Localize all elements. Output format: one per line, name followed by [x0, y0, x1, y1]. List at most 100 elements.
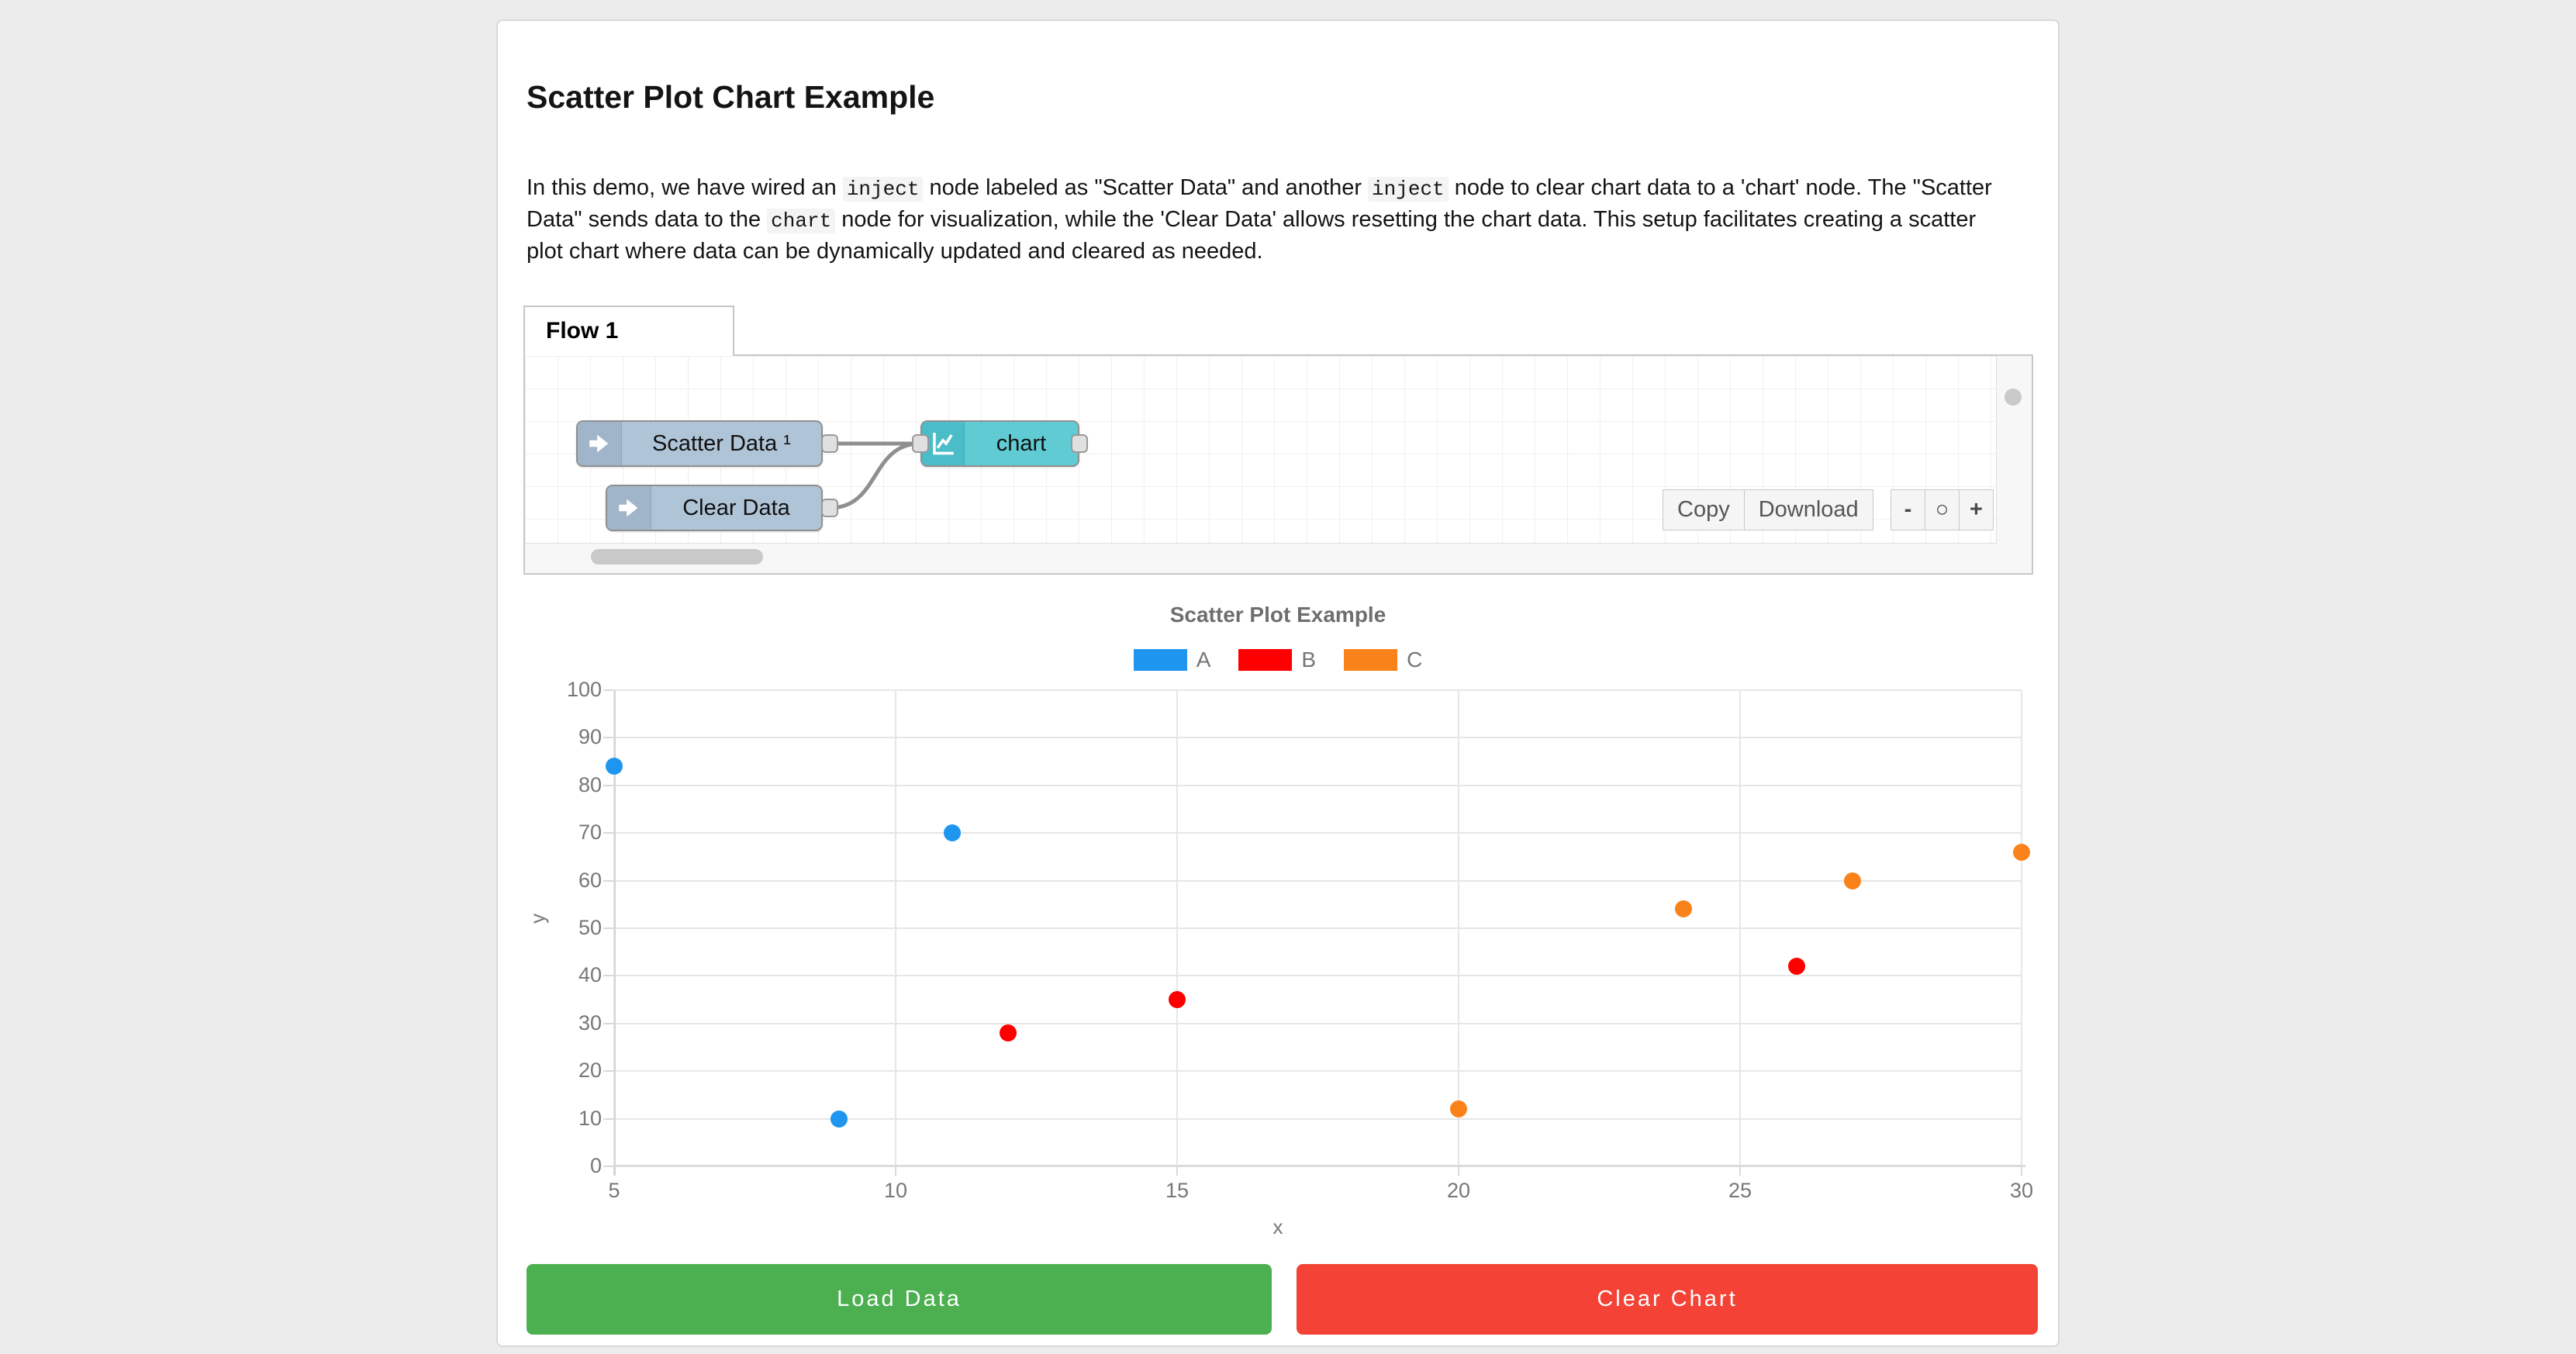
content-card: Scatter Plot Chart Example In this demo,…: [496, 19, 2060, 1347]
gridline: [614, 737, 2022, 739]
legend-label: C: [1407, 648, 1423, 672]
zoom-out-button[interactable]: -: [1891, 489, 1925, 530]
gridline: [614, 879, 2022, 882]
y-tick-label: 80: [578, 772, 602, 796]
chart-title: Scatter Plot Example: [1169, 603, 1386, 627]
intro-paragraph: In this demo, we have wired an inject no…: [527, 173, 2017, 267]
y-tick-label: 100: [566, 678, 602, 701]
input-port-chart[interactable]: [912, 434, 929, 453]
gridline: [614, 927, 2022, 929]
gridline: [1739, 690, 1741, 1166]
node-chart[interactable]: chart: [920, 420, 1079, 467]
flow-wires: [827, 441, 923, 510]
y-tick-label: 90: [578, 725, 602, 749]
data-point-C: [1675, 900, 1693, 918]
y-tick: [603, 784, 614, 786]
node-clear-data[interactable]: Clear Data: [606, 485, 823, 531]
y-tick: [603, 832, 614, 834]
intro-text: In this demo, we have wired an: [527, 175, 843, 200]
node-scatter-data[interactable]: Scatter Data ¹: [576, 420, 823, 467]
data-point-C: [1450, 1100, 1467, 1118]
flow-toolbar: Copy Download: [1663, 489, 1873, 530]
download-button[interactable]: Download: [1743, 489, 1873, 530]
x-tick-label: 25: [1728, 1179, 1752, 1202]
plot-area: 0 10 20 30 40 50 60 70 80 90 100 5 10 15 20 25 30: [567, 678, 2033, 1202]
y-tick-label: 50: [578, 916, 602, 939]
intro-text: node labeled as "Scatter Data" and anoth…: [923, 175, 1369, 200]
y-tick-label: 40: [578, 963, 602, 987]
gridline: [614, 832, 2022, 834]
y-tick: [603, 879, 614, 882]
load-data-button[interactable]: Load Data: [527, 1264, 1272, 1335]
tab-flow-1[interactable]: Flow 1: [523, 306, 734, 356]
y-tick: [603, 927, 614, 929]
x-tick: [2021, 1166, 2022, 1176]
x-tick-label: 15: [1165, 1179, 1190, 1202]
gridline: [614, 1022, 2022, 1024]
vertical-scroll-dot[interactable]: [2005, 389, 2022, 406]
y-tick-label: 0: [589, 1154, 602, 1177]
flow-canvas: Scatter Data ¹ Clear Data chart Copy Dow…: [523, 354, 2033, 575]
zoom-reset-button[interactable]: ○: [1925, 489, 1960, 530]
gridline: [614, 689, 2022, 691]
gridline: [614, 975, 2022, 977]
inline-code-inject: inject: [1368, 177, 1449, 202]
legend-swatch: [1344, 649, 1398, 671]
node-label: Clear Data: [682, 496, 790, 520]
horizontal-scrollbar-thumb[interactable]: [591, 549, 763, 565]
y-tick: [603, 1166, 614, 1167]
legend-label: A: [1196, 648, 1211, 672]
y-tick: [603, 737, 614, 739]
x-axis-label: x: [1272, 1215, 1283, 1238]
output-port-clear-data[interactable]: [821, 499, 838, 517]
x-tick: [895, 1166, 896, 1176]
data-point-A: [943, 824, 961, 842]
data-point-C: [1844, 872, 1862, 889]
y-axis-label: y: [526, 914, 549, 924]
chart-legend: A B C: [498, 648, 2058, 672]
intro-text: node for visualization, while the 'Clear…: [527, 207, 1977, 264]
data-point-A: [830, 1110, 848, 1128]
legend-item-C[interactable]: C: [1344, 648, 1422, 672]
output-port-scatter-data[interactable]: [821, 434, 838, 453]
x-tick-label: 30: [2009, 1179, 2034, 1202]
y-tick: [603, 1117, 614, 1120]
data-point-B: [1787, 958, 1805, 976]
data-point-B: [1000, 1024, 1017, 1042]
x-tick-label: 5: [608, 1179, 620, 1202]
gridline: [1176, 690, 1178, 1166]
x-axis-line: [613, 1165, 2025, 1167]
output-port-chart[interactable]: [1071, 434, 1088, 453]
x-tick-label: 10: [883, 1179, 908, 1202]
gridline: [614, 1070, 2022, 1072]
zoom-in-button[interactable]: +: [1959, 489, 1994, 530]
node-label: Scatter Data ¹: [652, 431, 791, 456]
data-point-C: [2013, 843, 2030, 861]
x-tick: [1458, 1166, 1459, 1176]
clear-chart-button[interactable]: Clear Chart: [1297, 1264, 2038, 1335]
flow-zoom-controls: - ○ +: [1891, 489, 1994, 530]
legend-item-B[interactable]: B: [1238, 648, 1316, 672]
gridline: [614, 1117, 2022, 1120]
copy-button[interactable]: Copy: [1663, 489, 1745, 530]
y-tick: [603, 975, 614, 977]
inject-arrow-icon: [578, 422, 622, 465]
y-tick-label: 30: [578, 1010, 602, 1034]
data-point-A: [606, 758, 623, 775]
node-label: chart: [996, 431, 1047, 456]
data-point-B: [1169, 991, 1186, 1009]
gridline: [895, 690, 896, 1166]
legend-item-A[interactable]: A: [1133, 648, 1211, 672]
x-tick: [1176, 1166, 1178, 1176]
inject-arrow-icon: [607, 486, 651, 530]
page-title: Scatter Plot Chart Example: [527, 79, 935, 115]
wire-clear-to-chart: [827, 441, 923, 510]
y-tick: [603, 1070, 614, 1072]
y-tick-label: 60: [578, 868, 602, 892]
tab-flow-1-label: Flow 1: [546, 318, 619, 344]
line-chart-icon: [922, 422, 965, 465]
legend-swatch: [1133, 649, 1187, 671]
inline-code-inject: inject: [842, 177, 924, 202]
legend-label: B: [1301, 648, 1317, 672]
y-tick-label: 10: [578, 1106, 602, 1130]
